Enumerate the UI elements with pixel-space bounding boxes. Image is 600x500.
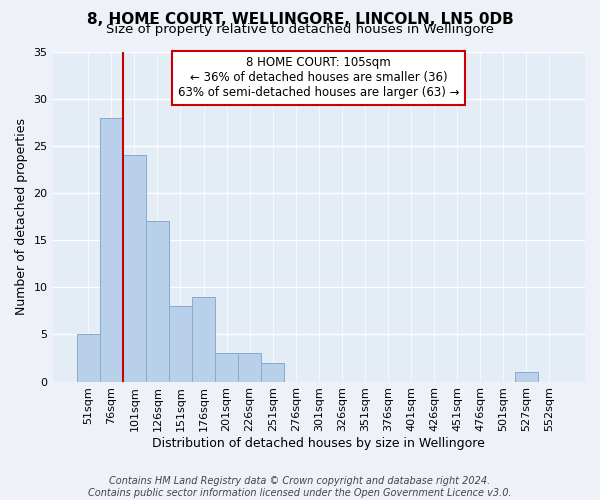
Bar bbox=[146, 222, 169, 382]
Bar bbox=[515, 372, 538, 382]
Bar bbox=[261, 362, 284, 382]
Bar bbox=[238, 354, 261, 382]
Bar bbox=[192, 296, 215, 382]
Text: 8, HOME COURT, WELLINGORE, LINCOLN, LN5 0DB: 8, HOME COURT, WELLINGORE, LINCOLN, LN5 … bbox=[86, 12, 514, 28]
Bar bbox=[123, 155, 146, 382]
Text: Size of property relative to detached houses in Wellingore: Size of property relative to detached ho… bbox=[106, 22, 494, 36]
Bar bbox=[77, 334, 100, 382]
Bar bbox=[215, 354, 238, 382]
Y-axis label: Number of detached properties: Number of detached properties bbox=[15, 118, 28, 315]
Bar bbox=[100, 118, 123, 382]
Text: 8 HOME COURT: 105sqm
← 36% of detached houses are smaller (36)
63% of semi-detac: 8 HOME COURT: 105sqm ← 36% of detached h… bbox=[178, 56, 460, 100]
Text: Contains HM Land Registry data © Crown copyright and database right 2024.
Contai: Contains HM Land Registry data © Crown c… bbox=[88, 476, 512, 498]
X-axis label: Distribution of detached houses by size in Wellingore: Distribution of detached houses by size … bbox=[152, 437, 485, 450]
Bar bbox=[169, 306, 192, 382]
